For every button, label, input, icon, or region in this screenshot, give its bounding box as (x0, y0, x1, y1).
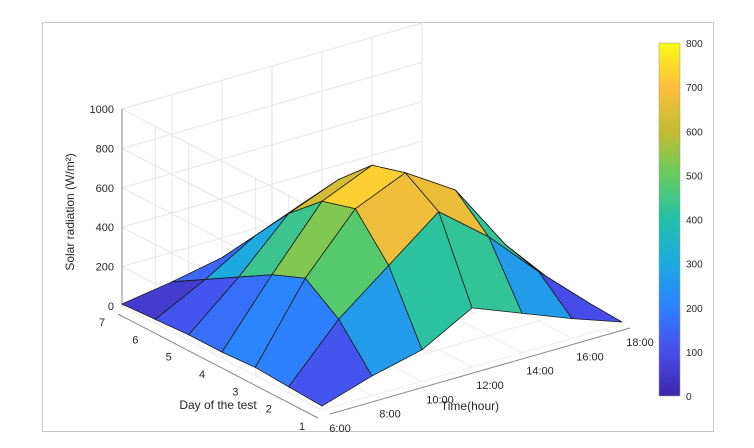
z-tick-label: 400 (96, 222, 114, 234)
colorbar-tick-label: 0 (686, 392, 692, 403)
day-tick-label: 3 (232, 386, 238, 398)
colorbar-tick-label: 200 (686, 304, 703, 315)
z-tick-label: 600 (96, 183, 114, 195)
z-tick-label: 800 (96, 143, 114, 155)
day-axis-title: Day of the test (179, 398, 257, 412)
time-axis-title: Time(hour) (441, 399, 499, 413)
colorbar-tick-label: 700 (686, 83, 703, 94)
day-tick-label: 6 (132, 334, 138, 346)
day-tick-label: 1 (299, 421, 305, 433)
time-axis-line (329, 327, 631, 415)
z-tick-label: 0 (108, 301, 114, 313)
colorbar-tick-label: 100 (686, 348, 703, 359)
colorbar-tick-label: 400 (686, 216, 703, 227)
colorbar-tick-label: 600 (686, 127, 703, 138)
colorbar-tick-label: 500 (686, 171, 703, 182)
time-tick-label: 6:00 (329, 423, 350, 435)
time-tick-label: 12:00 (476, 380, 504, 392)
time-tick-label: 16:00 (576, 351, 604, 363)
grid-line (121, 305, 323, 411)
z-tick-label: 200 (96, 262, 114, 274)
time-tick-label: 18:00 (626, 337, 654, 349)
day-tick-label: 7 (99, 317, 105, 329)
colorbar-tick-label: 300 (686, 260, 703, 271)
colorbar (658, 42, 681, 397)
day-axis-line (117, 313, 319, 419)
z-axis-title: Solar radiation (W/m²) (63, 153, 77, 270)
surface-patch (288, 318, 373, 407)
z-tick-label: 1000 (90, 104, 114, 116)
colorbar-tick-label: 800 (686, 39, 703, 50)
day-tick-label: 4 (199, 369, 205, 381)
day-tick-label: 2 (266, 404, 272, 416)
time-tick-label: 14:00 (526, 366, 554, 378)
time-tick-label: 8:00 (379, 409, 400, 421)
time-tick-label: 10:00 (426, 394, 454, 406)
day-tick-label: 5 (166, 352, 172, 364)
